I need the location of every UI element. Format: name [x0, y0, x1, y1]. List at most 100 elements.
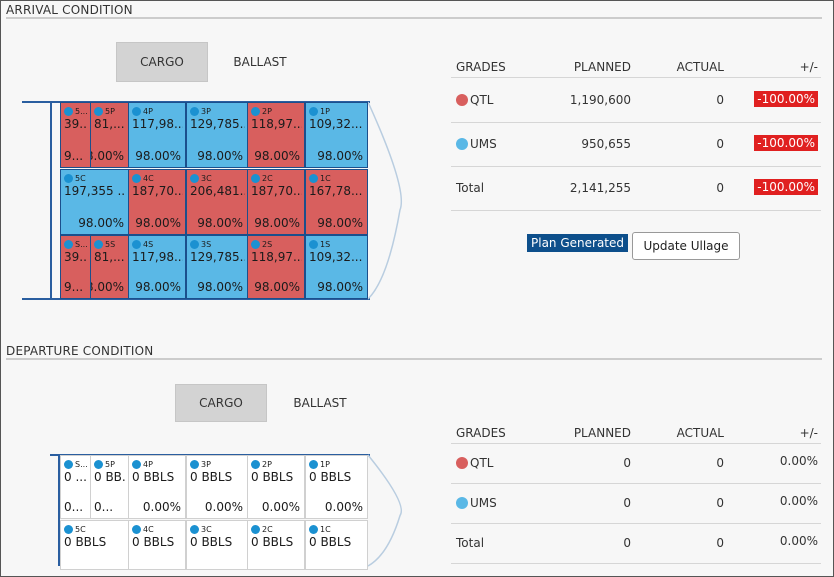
departure-cargo-tab[interactable]: CARGO — [175, 384, 267, 422]
tank-id: 5P — [105, 106, 115, 116]
tank-5-tanks_top[interactable]: 5...39... 9... — [60, 102, 91, 168]
tank-S-tanks_bot[interactable]: S...39... 9... — [60, 235, 91, 299]
tank-5P-tanks_top[interactable]: 5P0 BB... 0... — [90, 455, 129, 519]
tank-volume: 167,78... — [309, 184, 363, 198]
update-ullage-button[interactable]: Update Ullage — [632, 232, 740, 260]
tank-fill-percent: 0.00% — [324, 500, 363, 514]
grades-row-ums: UMS 950,655 0 -100.00% — [451, 123, 821, 167]
grade-actual: 0 — [716, 181, 724, 195]
tank-status-dot-icon — [64, 459, 73, 469]
tank-2P-tanks_top[interactable]: 2P 0 BBLS 0.00% — [247, 455, 305, 519]
tank-status-dot-icon — [309, 459, 318, 469]
grade-actual: 0 — [716, 137, 724, 151]
tank-volume: 187,70... — [132, 184, 183, 198]
grade-label: Total — [456, 536, 485, 550]
tank-volume: 117,98... — [132, 117, 183, 131]
tank-fill-percent: 98.00% — [91, 149, 124, 163]
tank-4P-tanks_top[interactable]: 4P 117,98... 98.00% — [128, 102, 186, 168]
tank-status-dot-icon — [64, 524, 73, 534]
tank-3P-tanks_top[interactable]: 3P 0 BBLS 0.00% — [186, 455, 248, 519]
tank-status-dot-icon — [251, 173, 260, 183]
tank-status-dot-icon — [190, 106, 199, 116]
tank-volume: 109,32... — [309, 250, 363, 264]
grade-label: QTL — [470, 456, 494, 470]
tank-header: 1P — [309, 458, 330, 470]
grade-planned: 0 — [623, 536, 631, 550]
tank-4C-tanks_mid[interactable]: 4C 187,70... 98.00% — [128, 169, 186, 235]
grade-color-dot-icon — [456, 94, 468, 106]
grade-actual: 0 — [716, 536, 724, 550]
tank-4P-tanks_top[interactable]: 4P 0 BBLS 0.00% — [128, 455, 186, 519]
tank-header: 1C — [309, 172, 331, 184]
tank-4S-tanks_bot[interactable]: 4S 117,98... 98.00% — [128, 235, 186, 299]
tank-volume: 0 BBLS — [251, 535, 294, 549]
tank-header: 3P — [190, 105, 211, 117]
tank-volume: 117,98... — [132, 250, 183, 264]
tank-2S-tanks_bot[interactable]: 2S 118,97... 98.00% — [247, 235, 305, 299]
tank-status-dot-icon — [132, 173, 141, 183]
tank-volume: 81,... — [94, 117, 125, 131]
tank-2P-tanks_top[interactable]: 2P 118,97... 98.00% — [247, 102, 305, 168]
tank-S-tanks_top[interactable]: S... 0 ... 0... — [60, 455, 91, 519]
tank-fill-percent: 9... — [64, 280, 84, 294]
tank-3C-tanks_mid[interactable]: 3C 206,481... 98.00% — [186, 169, 248, 235]
grade-planned: 1,190,600 — [569, 93, 631, 107]
grade-diff: -100.00% — [754, 135, 818, 151]
tank-2C-tanks_mid[interactable]: 2C 187,70... 98.00% — [247, 169, 305, 235]
tank-1C-tanks_mid[interactable]: 1C 0 BBLS — [305, 520, 368, 570]
grades-header-grades: GRADES — [456, 60, 506, 74]
tank-5C-tanks_mid[interactable]: 5C 0 BBLS — [60, 520, 129, 570]
tank-volume: 0 BBLS — [309, 535, 352, 549]
grade-actual: 0 — [716, 456, 724, 470]
tank-header: 5C — [64, 172, 86, 184]
tank-id: 1S — [320, 239, 331, 249]
tank-2C-tanks_mid[interactable]: 2C 0 BBLS — [247, 520, 305, 570]
grade-planned: 0 — [623, 456, 631, 470]
grade-name: Total — [456, 181, 484, 195]
tank-header: 2C — [251, 523, 273, 535]
tank-fill-percent: 98.00% — [317, 280, 363, 294]
tank-fill-percent: 98.00% — [254, 280, 300, 294]
tank-id: 3P — [201, 459, 211, 469]
grades-header-: +/- — [799, 426, 818, 440]
tank-3C-tanks_mid[interactable]: 3C 0 BBLS — [186, 520, 248, 570]
tank-5C-tanks_mid[interactable]: 5C 197,355 ... 98.00% — [60, 169, 129, 235]
tank-header: 3P — [190, 458, 211, 470]
tank-header: 4C — [132, 523, 154, 535]
tank-status-dot-icon — [309, 239, 318, 249]
tank-fill-percent: 98.00% — [197, 280, 243, 294]
tank-fill-percent: 0... — [94, 500, 114, 514]
tank-status-dot-icon — [309, 524, 318, 534]
tank-fill-percent: 98.00% — [91, 280, 124, 294]
arrival-section-title: ARRIVAL CONDITION — [6, 3, 133, 17]
tank-3S-tanks_bot[interactable]: 3S 129,785... 98.00% — [186, 235, 248, 299]
tank-1S-tanks_bot[interactable]: 1S 109,32... 98.00% — [305, 235, 368, 299]
tank-id: 4P — [143, 459, 153, 469]
tank-header: 2S — [251, 238, 272, 250]
tank-4C-tanks_mid[interactable]: 4C 0 BBLS — [128, 520, 186, 570]
tank-3P-tanks_top[interactable]: 3P 129,785... 98.00% — [186, 102, 248, 168]
arrival-divider — [6, 17, 822, 19]
tank-volume: 206,481... — [190, 184, 245, 198]
departure-ballast-tab[interactable]: BALLAST — [293, 396, 347, 410]
grades-header-row: GRADES PLANNED ACTUAL +/- — [451, 56, 821, 78]
tank-1C-tanks_mid[interactable]: 1C 167,78... 98.00% — [305, 169, 368, 235]
grade-color-dot-icon — [456, 497, 468, 509]
tank-header: 1C — [309, 523, 331, 535]
tank-volume: 0 BBLS — [251, 470, 294, 484]
tank-status-dot-icon — [132, 524, 141, 534]
arrival-ballast-tab[interactable]: BALLAST — [233, 55, 287, 69]
hull-stern-line — [50, 101, 52, 299]
tank-volume: 197,355 ... — [64, 184, 126, 198]
arrival-cargo-tab[interactable]: CARGO — [116, 42, 208, 82]
tank-header: 2P — [251, 458, 272, 470]
tank-1P-tanks_top[interactable]: 1P 0 BBLS 0.00% — [305, 455, 368, 519]
tank-id: 5S — [105, 239, 116, 249]
tank-fill-percent: 0.00% — [261, 500, 300, 514]
tank-1P-tanks_top[interactable]: 1P 109,32... 98.00% — [305, 102, 368, 168]
grade-planned: 2,141,255 — [569, 181, 631, 195]
tank-volume: 118,97... — [251, 250, 302, 264]
tank-status-dot-icon — [132, 239, 141, 249]
